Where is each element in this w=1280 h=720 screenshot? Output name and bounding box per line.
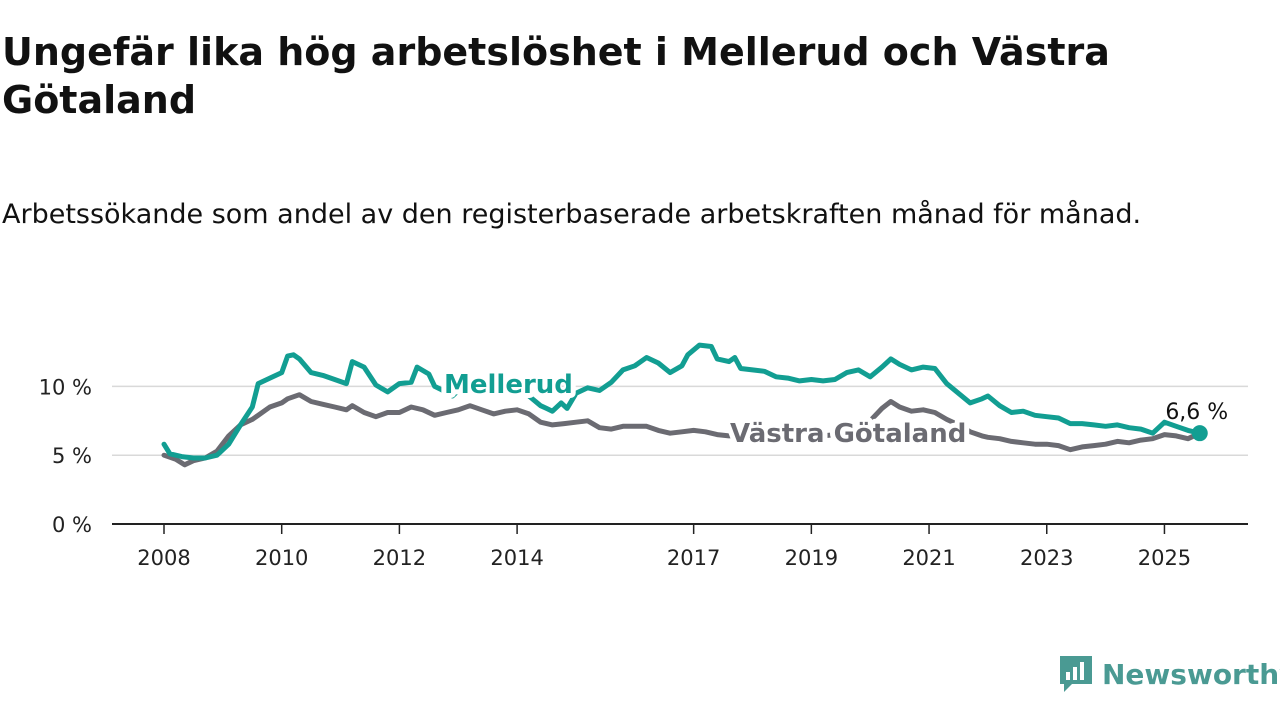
series-label-mellerud: Mellerud [444,370,573,400]
end-point-marker [1191,425,1208,442]
series-label-mellerud-halo: Mellerud [444,370,573,400]
line-chart: 0 %5 %10 % 2008 2010 2012 2014 2017 2019 2021 2… [39,342,1248,570]
end-value-label: 6,6 % [1165,400,1228,425]
newsworthy-brand[interactable]: Newsworthy [1058,652,1280,696]
grid-lines [112,385,1248,525]
x-tick-label: 2014 [490,546,543,570]
series-line-vastra-gotaland [161,392,1203,468]
x-tick-label: 2025 [1138,546,1191,570]
series-line-mellerud [161,342,1203,461]
x-tick-label: 2017 [667,546,720,570]
series-label-vastra-gotaland: Västra Götaland [730,419,966,449]
series-lines [161,342,1208,468]
series-label-vastra-gotaland-halo: Västra Götaland [730,419,966,449]
brand-name: Newsworthy [1102,657,1280,691]
y-tick-label: 10 % [39,375,92,399]
x-tick-label: 2023 [1020,546,1073,570]
x-tick-label: 2021 [902,546,955,570]
x-axis-ticks: 2008 2010 2012 2014 2017 2019 2021 2023 2025 [137,524,1191,570]
chart-subtitle: Arbetssökande som andel av den registerb… [2,199,1142,230]
x-tick-label: 2010 [255,546,308,570]
x-tick-label: 2019 [785,546,838,570]
newsworthy-logo-icon [1060,656,1092,692]
x-tick-label: 2012 [373,546,426,570]
chart-title: Ungefär lika hög arbetslöshet i Mellerud… [2,30,1110,122]
y-tick-label: 0 % [52,513,92,537]
y-tick-label: 5 % [52,444,92,468]
y-axis-ticks: 0 % 5 % 10 % [39,375,92,537]
x-tick-label: 2008 [137,546,190,570]
